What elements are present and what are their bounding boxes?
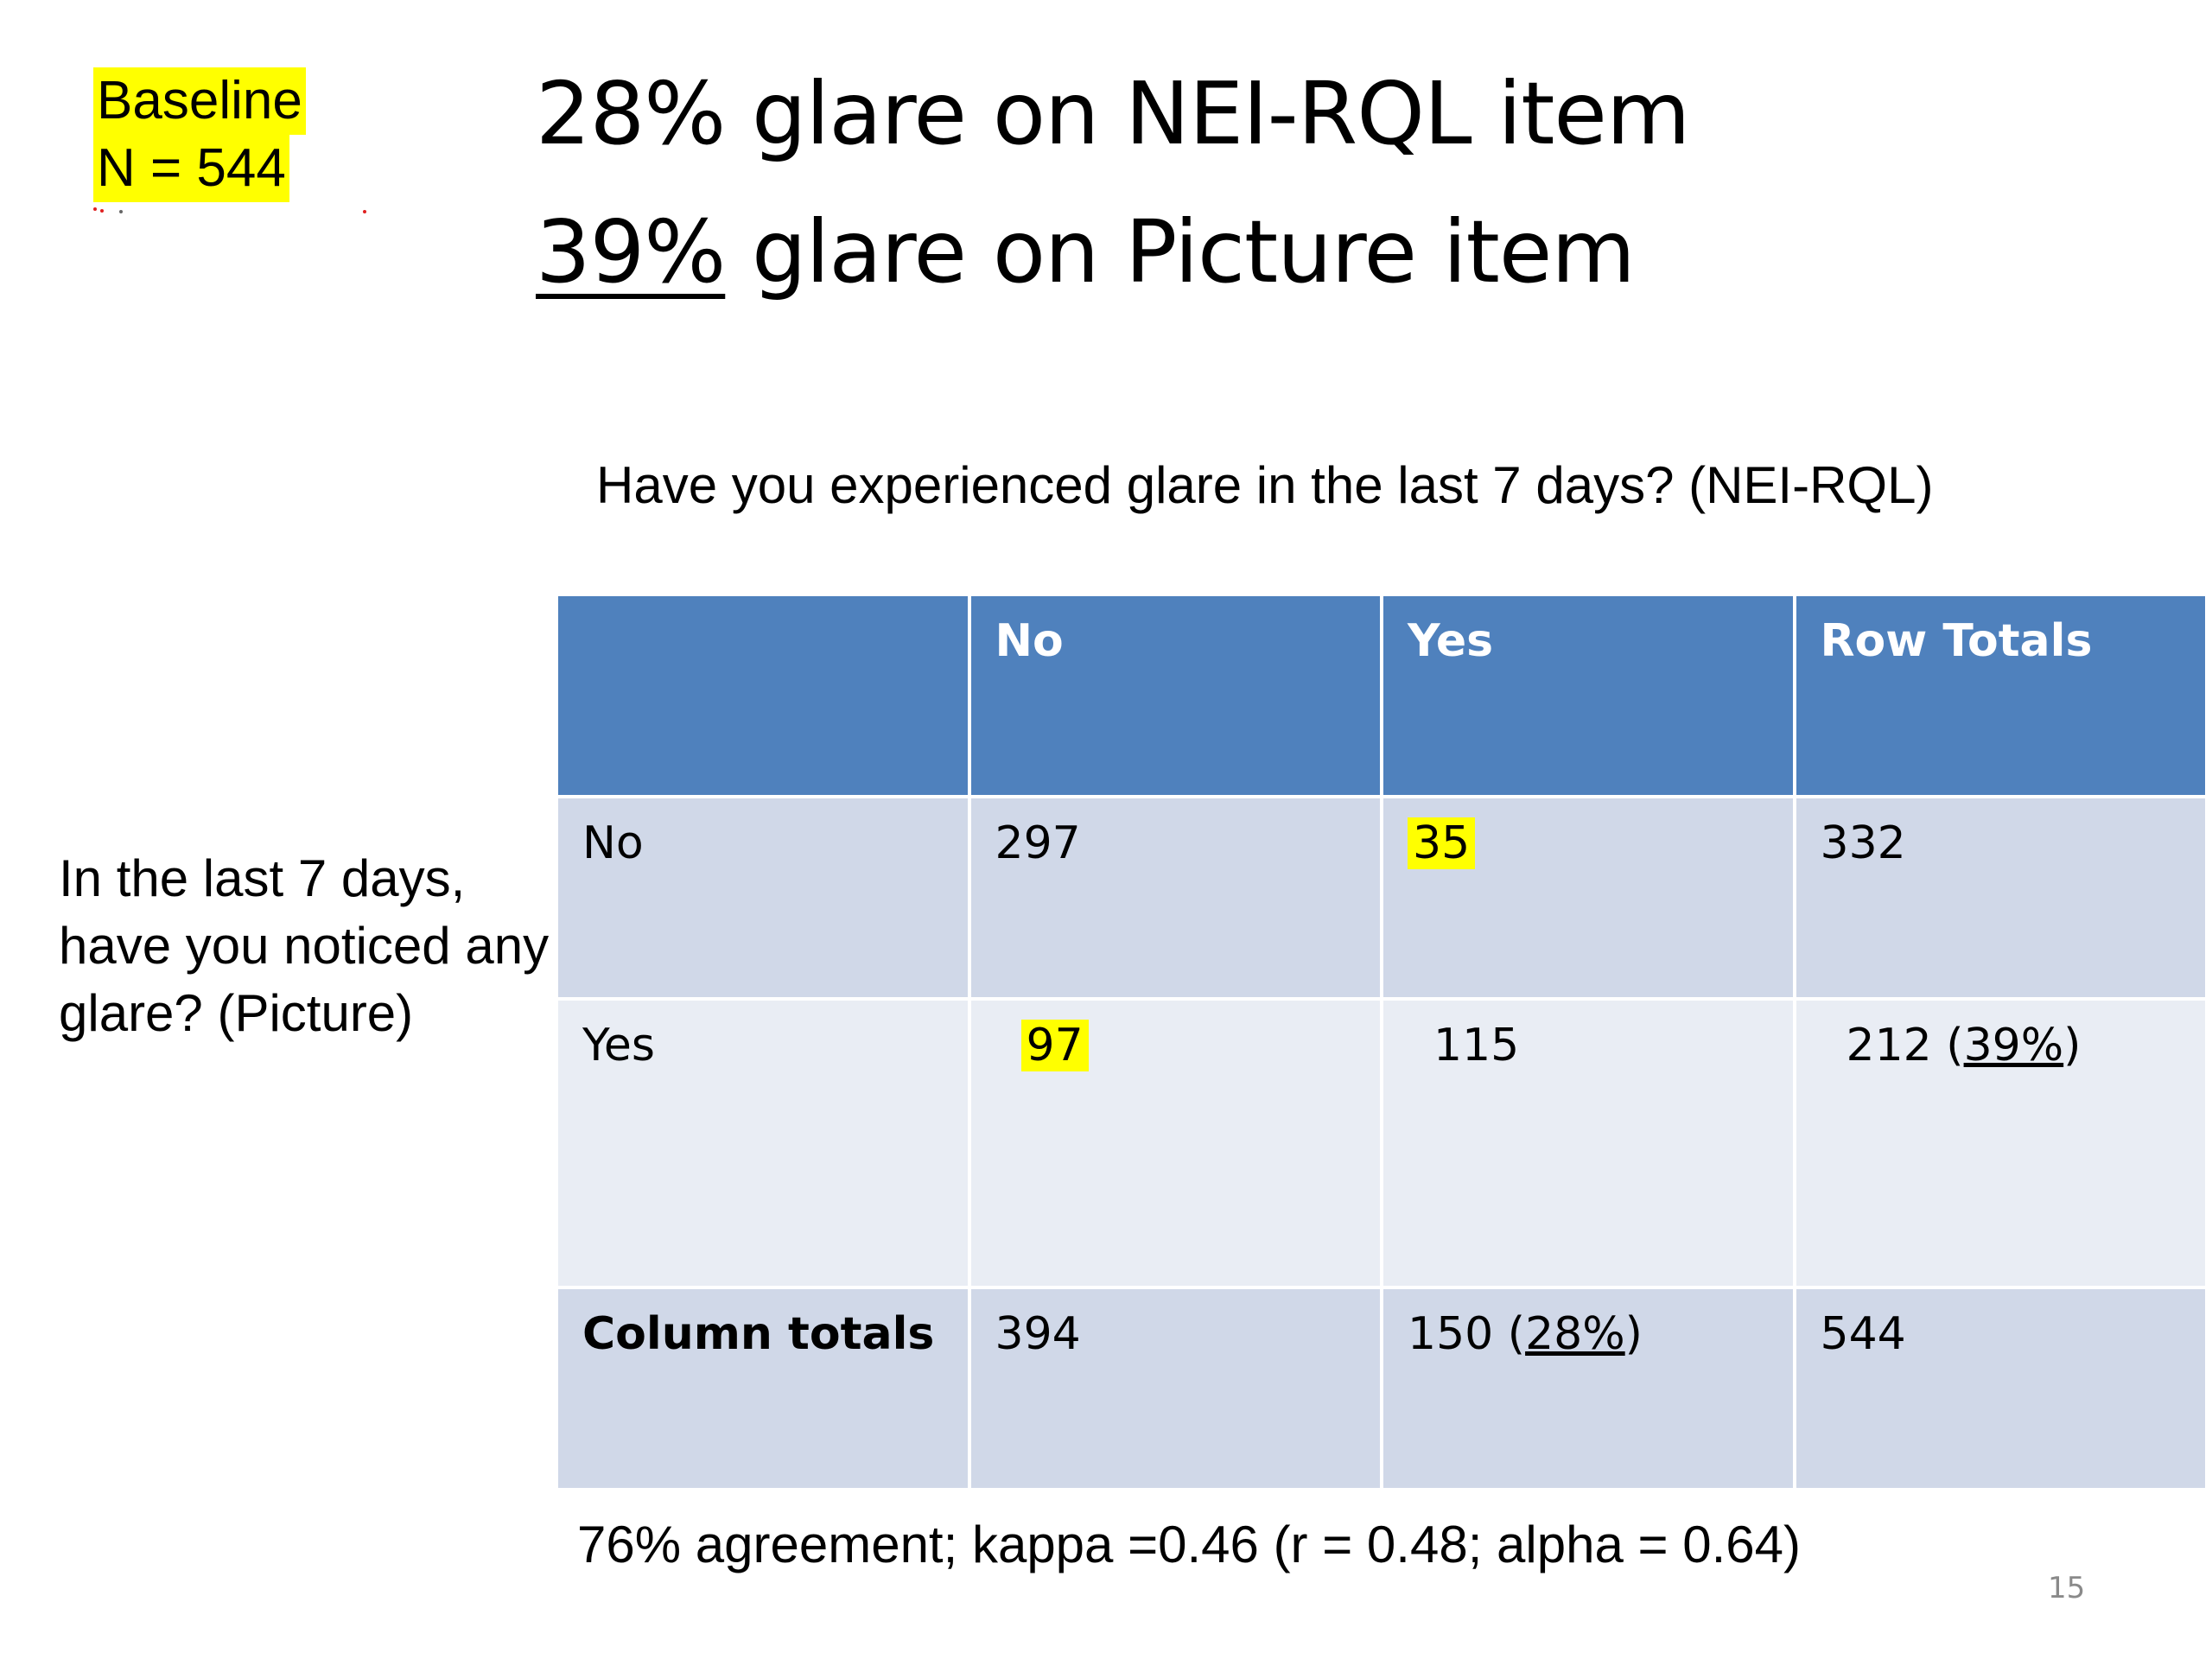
baseline-line1: Baseline xyxy=(93,67,306,135)
baseline-line2: N = 544 xyxy=(93,135,289,202)
header-no: No xyxy=(967,593,1383,798)
total-yes: 150 (28%) xyxy=(1380,1286,1796,1491)
agreement-stats: 76% agreement; kappa =0.46 (r = 0.48; al… xyxy=(577,1516,1801,1573)
total-no: 394 xyxy=(967,1286,1383,1491)
cell-no-no: 297 xyxy=(967,795,1383,1001)
highlighted-value: 35 xyxy=(1408,817,1476,869)
stray-marks xyxy=(93,207,370,214)
totals-label: Column totals xyxy=(555,1286,971,1491)
title-line2-rest: glare on Picture item xyxy=(725,201,1636,302)
table-row: Yes 97 115 212 (39%) xyxy=(555,997,2209,1289)
highlighted-value: 97 xyxy=(1020,1020,1089,1071)
crosstab-table: No Yes Row Totals No 297 35 332 Yes 97 1… xyxy=(555,593,2209,1491)
row-label-no: No xyxy=(555,795,971,1001)
header-row-totals: Row Totals xyxy=(1792,593,2209,798)
baseline-label: Baseline N = 544 xyxy=(93,67,366,213)
cell-yes-total: 212 (39%) xyxy=(1792,997,2209,1289)
total-all: 544 xyxy=(1792,1286,2209,1491)
slide-title: 28% glare on NEI-RQL item 39% glare on P… xyxy=(536,45,1690,321)
cell-no-yes: 35 xyxy=(1380,795,1796,1001)
table-row: No 297 35 332 xyxy=(555,795,2209,1001)
cell-no-total: 332 xyxy=(1792,795,2209,1001)
title-line1: 28% glare on NEI-RQL item xyxy=(536,63,1690,164)
title-line2-pct: 39% xyxy=(536,201,726,302)
title-line2: 39% glare on Picture item xyxy=(536,183,1689,321)
question-nei-rql: Have you experienced glare in the last 7… xyxy=(596,456,1934,514)
header-yes: Yes xyxy=(1380,593,1796,798)
header-corner xyxy=(555,593,971,798)
question-picture: In the last 7 days, have you noticed any… xyxy=(59,849,550,1042)
table-header-row: No Yes Row Totals xyxy=(555,593,2209,798)
row-label-yes: Yes xyxy=(555,997,971,1289)
page-number: 15 xyxy=(2048,1571,2086,1605)
cell-yes-no: 97 xyxy=(967,997,1383,1289)
table-totals-row: Column totals 394 150 (28%) 544 xyxy=(555,1286,2209,1491)
underlined-pct: 39% xyxy=(1963,1020,2064,1071)
underlined-pct: 28% xyxy=(1525,1308,1625,1360)
cell-yes-yes: 115 xyxy=(1380,997,1796,1289)
